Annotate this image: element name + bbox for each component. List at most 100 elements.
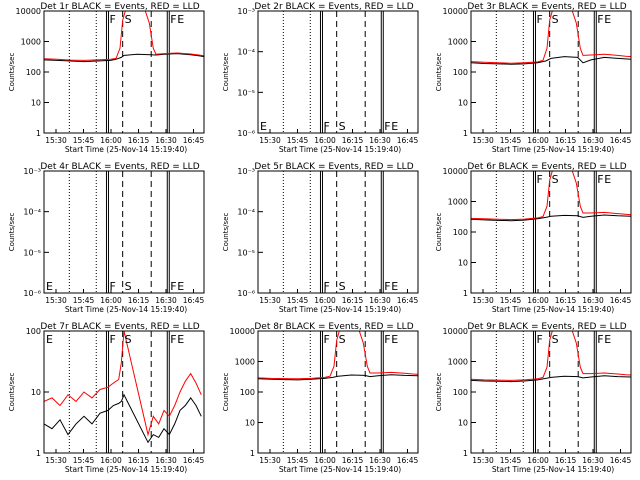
- x-axis-label: Start Time (25-Nov-14 15:19:40): [492, 145, 614, 154]
- plot-frame: [43, 170, 205, 294]
- y-tick-label: 100: [26, 68, 41, 77]
- segment-marker-e: E: [604, 173, 611, 186]
- y-tick-label: 10⁻⁶: [237, 289, 255, 298]
- segment-marker-f: F: [170, 280, 176, 293]
- y-tick-label: 10: [245, 419, 255, 428]
- detector-panel-9: Det 9r BLACK = Events, RED = LLD Counts/s…: [435, 322, 632, 474]
- x-tick-label: 16:30: [155, 296, 177, 305]
- x-tick-label: 16:45: [183, 456, 205, 465]
- x-tick-label: 16:30: [582, 456, 604, 465]
- x-tick-label: 16:15: [342, 456, 364, 465]
- segment-marker-f: F: [384, 333, 390, 346]
- y-tick-label: 10000: [230, 327, 255, 336]
- y-axis-label: Counts/sec: [435, 53, 443, 92]
- x-tick-label: 16:00: [314, 296, 336, 305]
- y-tick-label: 10⁻⁶: [237, 129, 255, 138]
- y-tick-label: 10⁻⁵: [237, 88, 255, 97]
- plot-frame: [43, 10, 205, 134]
- segment-marker-f: F: [536, 333, 542, 346]
- panel-title: Det 1r BLACK = Events, RED = LLD: [40, 2, 199, 12]
- series-line-events: [470, 214, 632, 222]
- segment-marker-f: F: [323, 280, 329, 293]
- y-tick-label: 1: [36, 449, 41, 458]
- segment-marker-e: E: [46, 280, 53, 293]
- x-tick-label: 16:00: [527, 456, 549, 465]
- segment-marker-s: S: [125, 333, 132, 346]
- plot-frame: [257, 10, 419, 134]
- x-tick-label: 15:45: [500, 136, 522, 145]
- x-tick-label: 16:15: [128, 136, 150, 145]
- y-tick-label: 10⁻³: [237, 7, 255, 16]
- x-tick-label: 16:00: [100, 136, 122, 145]
- x-axis-label: Start Time (25-Nov-14 15:19:40): [279, 305, 401, 314]
- detector-panel-7: Det 7r BLACK = Events, RED = LLD Counts/s…: [8, 322, 205, 474]
- series-line-events: [43, 393, 202, 444]
- x-tick-label: 16:45: [397, 456, 419, 465]
- detector-panel-6: Det 6r BLACK = Events, RED = LLD Counts/s…: [435, 162, 632, 314]
- segment-marker-f: F: [170, 13, 176, 26]
- detector-panel-5: Det 5r BLACK = Events, RED = LLD Counts/s…: [222, 162, 419, 314]
- x-tick-label: 16:15: [128, 456, 150, 465]
- segment-marker-s: S: [125, 280, 132, 293]
- y-tick-label: 10: [458, 259, 468, 268]
- y-axis-label: Counts/sec: [8, 213, 16, 252]
- series-line-events: [470, 375, 632, 383]
- segment-marker-f: F: [109, 280, 115, 293]
- panel-title: Det 5r BLACK = Events, RED = LLD: [254, 162, 413, 172]
- y-tick-label: 100: [26, 327, 41, 336]
- y-tick-label: 100: [453, 68, 468, 77]
- segment-marker-e: E: [177, 13, 184, 26]
- y-tick-label: 10⁻⁴: [237, 208, 255, 217]
- panel-title: Det 6r BLACK = Events, RED = LLD: [467, 162, 626, 172]
- x-tick-label: 15:45: [287, 296, 309, 305]
- y-tick-label: 10⁻⁵: [237, 248, 255, 257]
- x-tick-label: 16:15: [128, 296, 150, 305]
- y-tick-label: 100: [453, 228, 468, 237]
- x-tick-label: 15:30: [259, 456, 281, 465]
- y-tick-label: 1: [463, 289, 468, 298]
- segment-marker-e: E: [177, 280, 184, 293]
- y-tick-label: 10000: [443, 327, 468, 336]
- x-axis-label: Start Time (25-Nov-14 15:19:40): [65, 465, 187, 474]
- x-tick-label: 16:00: [100, 296, 122, 305]
- x-tick-label: 15:30: [472, 296, 494, 305]
- x-axis-label: Start Time (25-Nov-14 15:19:40): [279, 465, 401, 474]
- segment-marker-e: E: [177, 333, 184, 346]
- segment-marker-s: S: [552, 173, 559, 186]
- y-tick-label: 1000: [448, 198, 468, 207]
- segment-marker-s: S: [125, 13, 132, 26]
- y-axis-label: Counts/sec: [222, 373, 230, 412]
- y-tick-label: 1: [36, 129, 41, 138]
- plot-frame: [257, 330, 419, 454]
- detector-panel-4: Det 4r BLACK = Events, RED = LLD Counts/s…: [8, 162, 205, 314]
- y-tick-label: 1: [463, 129, 468, 138]
- series-line-events: [257, 374, 419, 381]
- x-tick-label: 15:30: [259, 136, 281, 145]
- x-tick-label: 15:45: [73, 136, 95, 145]
- x-tick-label: 15:30: [472, 456, 494, 465]
- segment-marker-s: S: [552, 333, 559, 346]
- y-tick-label: 10000: [16, 7, 41, 16]
- panel-title: Det 7r BLACK = Events, RED = LLD: [40, 322, 199, 332]
- x-tick-label: 16:00: [527, 296, 549, 305]
- y-tick-label: 10000: [443, 167, 468, 176]
- x-axis-label: Start Time (25-Nov-14 15:19:40): [65, 305, 187, 314]
- y-tick-label: 10⁻⁵: [23, 248, 41, 257]
- segment-marker-e: E: [260, 120, 267, 133]
- x-tick-label: 15:45: [500, 296, 522, 305]
- panel-title: Det 2r BLACK = Events, RED = LLD: [254, 2, 413, 12]
- segment-marker-f: F: [384, 280, 390, 293]
- segment-marker-e: E: [391, 280, 398, 293]
- detector-panel-2: Det 2r BLACK = Events, RED = LLD Counts/s…: [222, 2, 419, 154]
- x-tick-label: 15:30: [45, 136, 67, 145]
- x-axis-label: Start Time (25-Nov-14 15:19:40): [492, 305, 614, 314]
- segment-marker-f: F: [384, 120, 390, 133]
- x-tick-label: 16:30: [582, 296, 604, 305]
- y-tick-label: 10⁻⁶: [23, 289, 41, 298]
- x-tick-label: 16:15: [555, 456, 577, 465]
- segment-marker-s: S: [339, 120, 346, 133]
- y-tick-label: 100: [240, 388, 255, 397]
- segment-marker-e: E: [46, 333, 53, 346]
- y-tick-label: 10000: [443, 7, 468, 16]
